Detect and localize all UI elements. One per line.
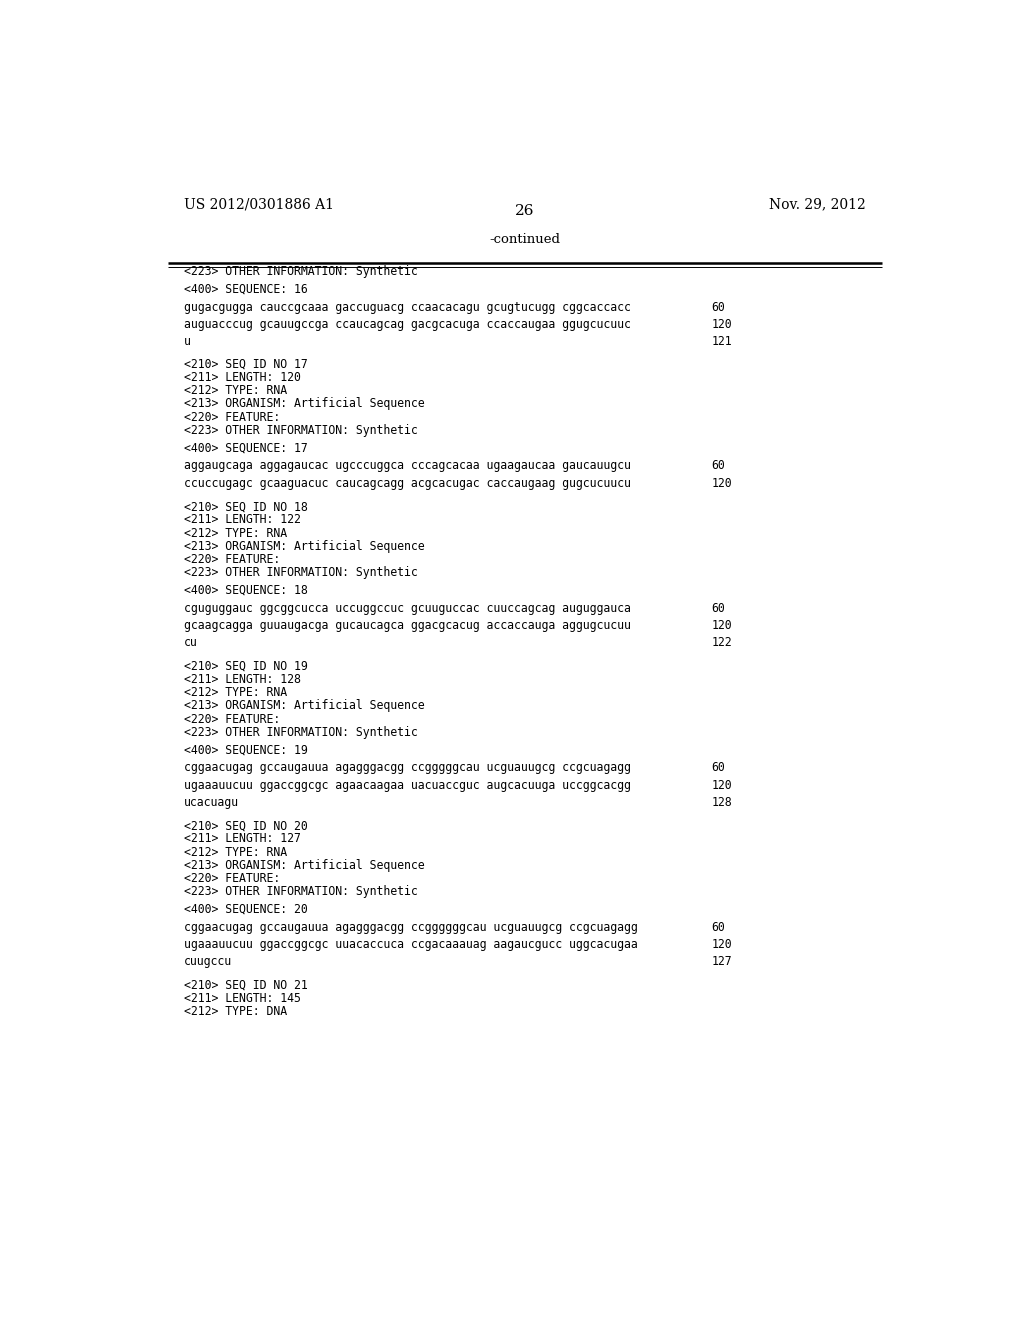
Text: 122: 122 xyxy=(712,636,732,649)
Text: <400> SEQUENCE: 20: <400> SEQUENCE: 20 xyxy=(183,903,307,916)
Text: <400> SEQUENCE: 17: <400> SEQUENCE: 17 xyxy=(183,441,307,454)
Text: 60: 60 xyxy=(712,762,725,775)
Text: <211> LENGTH: 145: <211> LENGTH: 145 xyxy=(183,993,300,1005)
Text: <223> OTHER INFORMATION: Synthetic: <223> OTHER INFORMATION: Synthetic xyxy=(183,726,418,739)
Text: <210> SEQ ID NO 21: <210> SEQ ID NO 21 xyxy=(183,979,307,991)
Text: cggaacugag gccaugauua agagggacgg ccggggggcau ucguauugcg ccgcuagagg: cggaacugag gccaugauua agagggacgg ccggggg… xyxy=(183,921,637,935)
Text: u: u xyxy=(183,335,190,348)
Text: <212> TYPE: DNA: <212> TYPE: DNA xyxy=(183,1006,287,1018)
Text: <213> ORGANISM: Artificial Sequence: <213> ORGANISM: Artificial Sequence xyxy=(183,700,424,713)
Text: <211> LENGTH: 122: <211> LENGTH: 122 xyxy=(183,513,300,527)
Text: 120: 120 xyxy=(712,779,732,792)
Text: <210> SEQ ID NO 19: <210> SEQ ID NO 19 xyxy=(183,660,307,673)
Text: 60: 60 xyxy=(712,459,725,473)
Text: gcaagcagga guuaugacga gucaucagca ggacgcacug accaccauga aggugcucuu: gcaagcagga guuaugacga gucaucagca ggacgca… xyxy=(183,619,631,632)
Text: <213> ORGANISM: Artificial Sequence: <213> ORGANISM: Artificial Sequence xyxy=(183,397,424,411)
Text: <220> FEATURE:: <220> FEATURE: xyxy=(183,553,280,566)
Text: cuugccu: cuugccu xyxy=(183,956,231,969)
Text: 60: 60 xyxy=(712,602,725,615)
Text: <212> TYPE: RNA: <212> TYPE: RNA xyxy=(183,686,287,700)
Text: auguacccug gcauugccga ccaucagcag gacgcacuga ccaccaugaa ggugcucuuc: auguacccug gcauugccga ccaucagcag gacgcac… xyxy=(183,318,631,331)
Text: ugaaauucuu ggaccggcgc uuacaccuca ccgacaaauag aagaucgucc uggcacugaa: ugaaauucuu ggaccggcgc uuacaccuca ccgacaa… xyxy=(183,939,637,952)
Text: <220> FEATURE:: <220> FEATURE: xyxy=(183,713,280,726)
Text: US 2012/0301886 A1: US 2012/0301886 A1 xyxy=(183,197,334,211)
Text: <213> ORGANISM: Artificial Sequence: <213> ORGANISM: Artificial Sequence xyxy=(183,540,424,553)
Text: <400> SEQUENCE: 19: <400> SEQUENCE: 19 xyxy=(183,743,307,756)
Text: 128: 128 xyxy=(712,796,732,809)
Text: <212> TYPE: RNA: <212> TYPE: RNA xyxy=(183,527,287,540)
Text: <212> TYPE: RNA: <212> TYPE: RNA xyxy=(183,846,287,859)
Text: <400> SEQUENCE: 16: <400> SEQUENCE: 16 xyxy=(183,282,307,296)
Text: 121: 121 xyxy=(712,335,732,348)
Text: ugaaauucuu ggaccggcgc agaacaagaa uacuaccguc augcacuuga uccggcacgg: ugaaauucuu ggaccggcgc agaacaagaa uacuacc… xyxy=(183,779,631,792)
Text: <210> SEQ ID NO 20: <210> SEQ ID NO 20 xyxy=(183,820,307,833)
Text: <210> SEQ ID NO 18: <210> SEQ ID NO 18 xyxy=(183,500,307,513)
Text: <220> FEATURE:: <220> FEATURE: xyxy=(183,873,280,886)
Text: <211> LENGTH: 120: <211> LENGTH: 120 xyxy=(183,371,300,384)
Text: 120: 120 xyxy=(712,939,732,952)
Text: <223> OTHER INFORMATION: Synthetic: <223> OTHER INFORMATION: Synthetic xyxy=(183,566,418,579)
Text: <212> TYPE: RNA: <212> TYPE: RNA xyxy=(183,384,287,397)
Text: <210> SEQ ID NO 17: <210> SEQ ID NO 17 xyxy=(183,358,307,371)
Text: cguguggauc ggcggcucca uccuggccuc gcuuguccac cuuccagcag auguggauca: cguguggauc ggcggcucca uccuggccuc gcuuguc… xyxy=(183,602,631,615)
Text: 120: 120 xyxy=(712,477,732,490)
Text: 26: 26 xyxy=(515,205,535,218)
Text: -continued: -continued xyxy=(489,232,560,246)
Text: <223> OTHER INFORMATION: Synthetic: <223> OTHER INFORMATION: Synthetic xyxy=(183,424,418,437)
Text: 120: 120 xyxy=(712,318,732,331)
Text: <223> OTHER INFORMATION: Synthetic: <223> OTHER INFORMATION: Synthetic xyxy=(183,886,418,899)
Text: ccuccugagc gcaaguacuc caucagcagg acgcacugac caccaugaag gugcucuucu: ccuccugagc gcaaguacuc caucagcagg acgcacu… xyxy=(183,477,631,490)
Text: 60: 60 xyxy=(712,301,725,314)
Text: <220> FEATURE:: <220> FEATURE: xyxy=(183,411,280,424)
Text: <211> LENGTH: 127: <211> LENGTH: 127 xyxy=(183,833,300,846)
Text: <223> OTHER INFORMATION: Synthetic: <223> OTHER INFORMATION: Synthetic xyxy=(183,265,418,279)
Text: Nov. 29, 2012: Nov. 29, 2012 xyxy=(769,197,866,211)
Text: aggaugcaga aggagaucac ugcccuggca cccagcacaa ugaagaucaa gaucauugcu: aggaugcaga aggagaucac ugcccuggca cccagca… xyxy=(183,459,631,473)
Text: 120: 120 xyxy=(712,619,732,632)
Text: cu: cu xyxy=(183,636,198,649)
Text: cggaacugag gccaugauua agagggacgg ccgggggcau ucguauugcg ccgcuagagg: cggaacugag gccaugauua agagggacgg ccggggg… xyxy=(183,762,631,775)
Text: <211> LENGTH: 128: <211> LENGTH: 128 xyxy=(183,673,300,686)
Text: 60: 60 xyxy=(712,921,725,935)
Text: <400> SEQUENCE: 18: <400> SEQUENCE: 18 xyxy=(183,583,307,597)
Text: ucacuagu: ucacuagu xyxy=(183,796,239,809)
Text: gugacgugga cauccgcaaa gaccuguacg ccaacacagu gcugtucugg cggcaccacc: gugacgugga cauccgcaaa gaccuguacg ccaacac… xyxy=(183,301,631,314)
Text: 127: 127 xyxy=(712,956,732,969)
Text: <213> ORGANISM: Artificial Sequence: <213> ORGANISM: Artificial Sequence xyxy=(183,859,424,873)
